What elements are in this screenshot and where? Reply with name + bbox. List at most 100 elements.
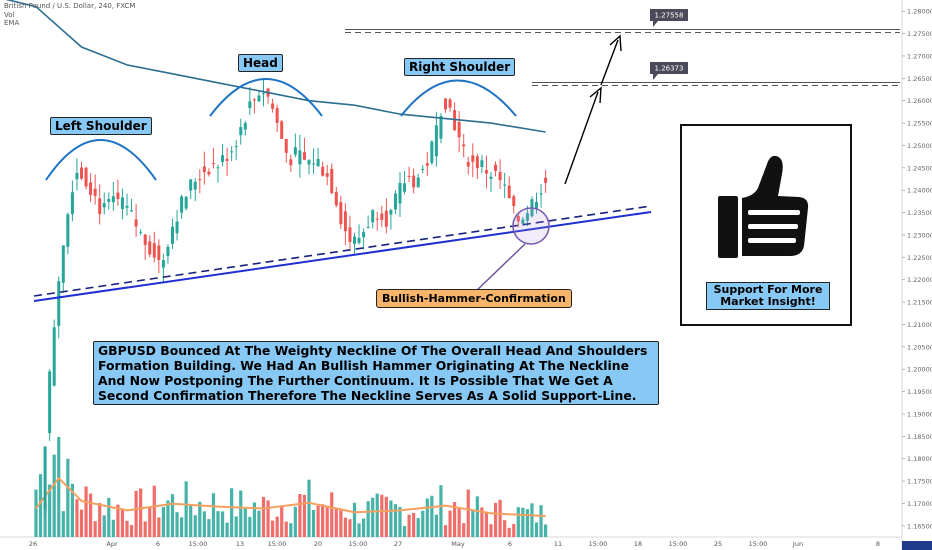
- volume-bar: [111, 519, 115, 537]
- volume-bar: [393, 504, 398, 537]
- price-tick-label: 1.23500: [907, 209, 932, 217]
- volume-bar: [443, 525, 448, 537]
- candle-body: [471, 155, 475, 162]
- volume-bar: [493, 502, 498, 537]
- volume-bar: [202, 511, 206, 537]
- left-shoulder-label: Left Shoulder: [50, 117, 152, 135]
- volume-bar: [325, 507, 329, 537]
- volume-bar: [448, 510, 452, 537]
- price-tick-label: 1.18000: [907, 455, 932, 463]
- candle-body: [166, 246, 170, 257]
- volume-bar: [125, 520, 129, 537]
- time-tick-label: 13: [236, 540, 244, 548]
- volume-bar: [102, 515, 106, 537]
- projection-arrowhead-1: [589, 86, 602, 104]
- hammer-connector-line: [473, 243, 526, 294]
- candle-body: [425, 163, 429, 166]
- volume-bar: [362, 518, 366, 537]
- volume-bar: [93, 521, 97, 537]
- left-shoulder-arc: [45, 139, 157, 181]
- candle-body: [248, 101, 252, 109]
- candle-body: [289, 159, 293, 166]
- volume-bar: [166, 500, 170, 537]
- time-tick-label: 11: [554, 540, 562, 548]
- candle-body: [525, 213, 529, 221]
- candle-body: [412, 175, 416, 188]
- candle-body: [307, 160, 311, 165]
- volume-bar: [412, 512, 416, 537]
- candle-body: [430, 141, 434, 163]
- volume-bar: [421, 510, 425, 537]
- volume-bar: [530, 503, 534, 537]
- volume-bar: [275, 516, 279, 537]
- volume-bar: [384, 496, 388, 537]
- volume-bar: [507, 527, 511, 537]
- right-shoulder-arc: [400, 79, 517, 117]
- volume-bar: [207, 519, 211, 537]
- hammer-highlight-circle: [512, 207, 550, 245]
- price-tick-label: 1.20000: [907, 366, 932, 374]
- candle-body: [120, 197, 124, 209]
- volume-bar: [539, 505, 543, 537]
- price-tick-label: 1.24500: [907, 164, 932, 172]
- price-tick-label: 1.18500: [907, 433, 932, 441]
- volume-bar: [43, 502, 47, 537]
- candle-body: [539, 193, 543, 195]
- candle-body: [189, 179, 193, 191]
- candle-body: [466, 161, 470, 167]
- volume-bar: [475, 496, 479, 537]
- volume-bar: [402, 526, 407, 537]
- volume-bar: [302, 494, 307, 537]
- volume-bar: [398, 507, 402, 537]
- candle-body: [535, 201, 538, 209]
- candle-body: [516, 215, 520, 222]
- volume-bar: [375, 493, 379, 537]
- volume-bar: [220, 511, 225, 537]
- candle-body: [389, 210, 393, 215]
- volume-bar: [366, 501, 370, 537]
- volume-bar: [175, 512, 179, 537]
- candle-body: [375, 218, 379, 220]
- price-tick-label: 1.19000: [907, 410, 932, 418]
- candle-body: [434, 125, 438, 157]
- time-axis-current-marker: [902, 541, 932, 550]
- price-tick-label: 1.20500: [907, 343, 932, 351]
- candle-body: [116, 192, 120, 199]
- candle-body: [494, 164, 498, 171]
- volume-bar: [257, 510, 261, 537]
- volume-bar: [339, 510, 343, 537]
- candle-body: [343, 211, 347, 232]
- candle-body: [93, 188, 97, 197]
- candle-body: [321, 166, 325, 176]
- volume-bar: [148, 507, 152, 537]
- price-tick-label: 1.28000: [907, 8, 932, 16]
- candle-body: [353, 236, 356, 244]
- volume-bar: [434, 514, 438, 537]
- volume-moving-average: [35, 476, 546, 518]
- candle-body: [148, 241, 152, 255]
- candle-body: [239, 127, 243, 136]
- candle-body: [157, 245, 161, 261]
- support-panel[interactable]: Support For More Market Insight!: [680, 124, 852, 326]
- projection-arrowhead-2: [609, 34, 622, 52]
- candle-body: [444, 98, 447, 110]
- candle-body: [475, 156, 479, 169]
- volume-bar: [430, 495, 434, 537]
- candle-body: [216, 167, 220, 169]
- volume-bar: [512, 523, 516, 537]
- candle-body: [143, 234, 147, 245]
- volume-bar: [439, 485, 443, 537]
- candle-body: [262, 93, 265, 95]
- bullish-hammer-label: Bullish-Hammer-Confirmation: [376, 289, 572, 308]
- volume-indicator-label: Vol: [4, 11, 15, 19]
- volume-bar: [480, 507, 484, 537]
- volume-bar: [380, 494, 384, 537]
- candle-body: [111, 196, 115, 203]
- price-tick-label: 1.22500: [907, 254, 932, 262]
- volume-bar: [129, 525, 134, 537]
- volume-bar: [234, 516, 238, 537]
- volume-bar: [116, 504, 120, 537]
- volume-bar: [66, 458, 70, 537]
- time-tick-label: 6: [156, 540, 160, 548]
- price-tick-label: 1.24000: [907, 187, 932, 195]
